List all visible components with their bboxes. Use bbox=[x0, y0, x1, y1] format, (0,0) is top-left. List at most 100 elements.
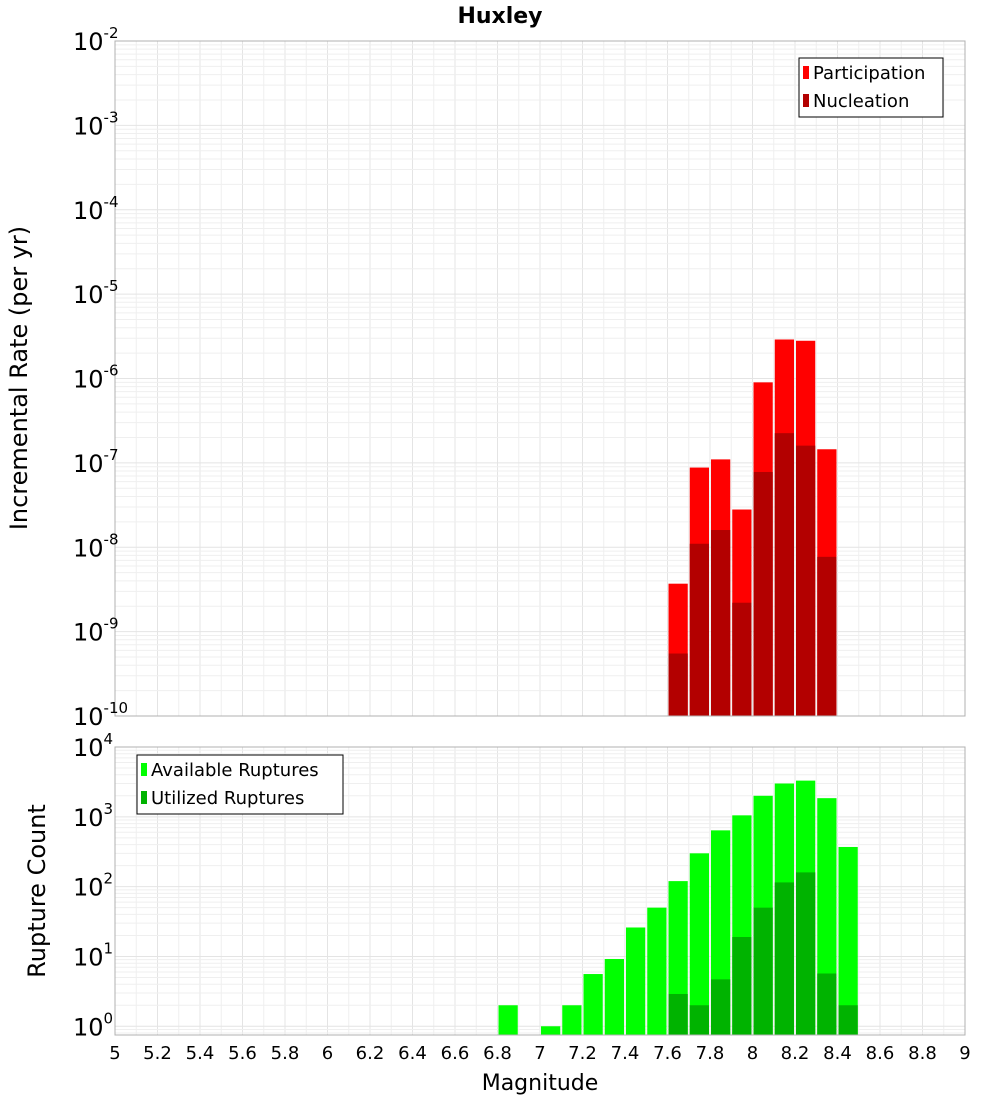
bottom-y-tick-exponent: 1 bbox=[104, 939, 114, 957]
top-y-ticks: 10-210-310-410-510-610-710-810-910-10 bbox=[73, 24, 128, 731]
bottom-y-tick-exponent: 0 bbox=[104, 1009, 114, 1027]
top-y-tick-base: 10 bbox=[73, 450, 104, 478]
top-legend: Participation Nucleation bbox=[798, 57, 944, 118]
top-y-tick-label: 10-7 bbox=[73, 446, 119, 478]
bar-utilized-ruptures bbox=[732, 936, 752, 1035]
legend-swatch-nucleation bbox=[803, 94, 809, 107]
x-tick-label: 8.8 bbox=[908, 1043, 937, 1064]
bar-available-ruptures bbox=[562, 1005, 582, 1035]
top-y-axis-label: Incremental Rate (per yr) bbox=[5, 226, 33, 530]
top-y-tick-label: 10-8 bbox=[73, 530, 119, 562]
x-tick-label: 7.8 bbox=[696, 1043, 725, 1064]
top-y-tick-exponent: -4 bbox=[104, 193, 119, 211]
top-y-tick-label: 10-9 bbox=[73, 615, 119, 647]
x-tick-label: 5 bbox=[109, 1043, 120, 1064]
top-y-tick-label: 10-5 bbox=[73, 277, 119, 309]
bar-nucleation bbox=[817, 556, 837, 716]
x-tick-label: 8 bbox=[747, 1043, 758, 1064]
top-y-tick-base: 10 bbox=[73, 703, 104, 731]
bottom-y-tick-base: 10 bbox=[73, 874, 104, 902]
bar-utilized-ruptures bbox=[668, 993, 688, 1035]
top-legend-box bbox=[798, 57, 944, 118]
bar-available-ruptures bbox=[647, 907, 667, 1035]
bar-utilized-ruptures bbox=[838, 1005, 858, 1035]
bar-available-ruptures bbox=[541, 1026, 561, 1035]
x-tick-label: 6.4 bbox=[398, 1043, 427, 1064]
x-axis-label: Magnitude bbox=[482, 1071, 599, 1096]
top-y-tick-base: 10 bbox=[73, 281, 104, 309]
top-y-tick-label: 10-6 bbox=[73, 362, 119, 394]
x-tick-label: 8.2 bbox=[781, 1043, 810, 1064]
bottom-y-tick-label: 104 bbox=[73, 730, 113, 762]
x-tick-label: 7.2 bbox=[568, 1043, 597, 1064]
bar-available-ruptures bbox=[583, 974, 603, 1035]
bottom-y-tick-label: 101 bbox=[73, 939, 113, 971]
bottom-legend: Available Ruptures Utilized Ruptures bbox=[136, 754, 344, 815]
bottom-y-tick-base: 10 bbox=[73, 943, 104, 971]
top-y-tick-exponent: -2 bbox=[104, 24, 119, 42]
top-y-tick-label: 10-4 bbox=[73, 193, 119, 225]
x-tick-label: 9 bbox=[959, 1043, 970, 1064]
x-tick-label: 5.8 bbox=[271, 1043, 300, 1064]
bottom-y-tick-base: 10 bbox=[73, 804, 104, 832]
legend-label-nucleation: Nucleation bbox=[813, 91, 909, 112]
bar-available-ruptures bbox=[604, 958, 624, 1035]
bar-utilized-ruptures bbox=[817, 973, 837, 1035]
bottom-y-tick-exponent: 4 bbox=[104, 730, 114, 748]
bottom-legend-box bbox=[136, 754, 344, 815]
top-y-tick-label: 10-3 bbox=[73, 108, 119, 140]
x-tick-label: 5.4 bbox=[186, 1043, 215, 1064]
legend-label-utilized: Utilized Ruptures bbox=[151, 788, 304, 809]
bar-utilized-ruptures bbox=[796, 872, 816, 1035]
top-y-tick-label: 10-10 bbox=[73, 699, 128, 731]
top-y-tick-base: 10 bbox=[73, 534, 104, 562]
bar-nucleation bbox=[711, 530, 731, 716]
top-y-tick-base: 10 bbox=[73, 112, 104, 140]
bar-available-ruptures bbox=[838, 846, 858, 1035]
top-panel: 10-210-310-410-510-610-710-810-910-10 In… bbox=[5, 24, 966, 731]
bar-utilized-ruptures bbox=[711, 979, 731, 1035]
legend-label-participation: Participation bbox=[813, 63, 925, 84]
top-bars bbox=[668, 339, 837, 716]
x-tick-label: 6.2 bbox=[356, 1043, 385, 1064]
bottom-y-tick-label: 100 bbox=[73, 1009, 113, 1041]
x-tick-label: 7 bbox=[534, 1043, 545, 1064]
bar-utilized-ruptures bbox=[689, 1005, 709, 1035]
top-y-tick-exponent: -8 bbox=[104, 530, 119, 548]
bottom-y-tick-label: 103 bbox=[73, 800, 113, 832]
bar-nucleation bbox=[796, 445, 816, 716]
top-y-tick-base: 10 bbox=[73, 197, 104, 225]
x-tick-label: 6 bbox=[322, 1043, 333, 1064]
bar-nucleation bbox=[774, 433, 794, 716]
legend-swatch-participation bbox=[803, 66, 809, 79]
top-y-tick-exponent: -10 bbox=[104, 699, 129, 717]
top-y-tick-exponent: -9 bbox=[104, 615, 119, 633]
top-y-tick-base: 10 bbox=[73, 366, 104, 394]
bottom-y-tick-base: 10 bbox=[73, 734, 104, 762]
bottom-y-tick-exponent: 3 bbox=[104, 800, 114, 818]
bar-nucleation bbox=[732, 602, 752, 716]
top-y-tick-exponent: -7 bbox=[104, 446, 119, 464]
bar-utilized-ruptures bbox=[753, 907, 773, 1035]
legend-swatch-available bbox=[141, 763, 147, 776]
x-ticks: 5 5.2 5.4 5.6 5.8 6 6.2 6.4 6.6 6.8 7 7.2 7.4 7.6 7.8 8… bbox=[109, 1043, 970, 1064]
x-tick-label: 6.6 bbox=[441, 1043, 470, 1064]
top-y-tick-exponent: -3 bbox=[104, 108, 119, 126]
bar-nucleation bbox=[689, 543, 709, 716]
x-tick-label: 6.8 bbox=[483, 1043, 512, 1064]
x-tick-label: 5.2 bbox=[143, 1043, 172, 1064]
top-y-tick-exponent: -6 bbox=[104, 362, 119, 380]
x-tick-label: 7.6 bbox=[653, 1043, 682, 1064]
chart-title: Huxley bbox=[457, 4, 542, 29]
bottom-y-tick-base: 10 bbox=[73, 1013, 104, 1041]
top-plot-frame bbox=[114, 40, 966, 717]
top-y-tick-base: 10 bbox=[73, 28, 104, 56]
x-tick-label: 5.6 bbox=[228, 1043, 257, 1064]
top-y-tick-base: 10 bbox=[73, 619, 104, 647]
top-y-tick-exponent: -5 bbox=[104, 277, 119, 295]
legend-swatch-utilized bbox=[141, 791, 147, 804]
legend-label-available: Available Ruptures bbox=[151, 760, 319, 781]
x-tick-label: 8.6 bbox=[866, 1043, 895, 1064]
